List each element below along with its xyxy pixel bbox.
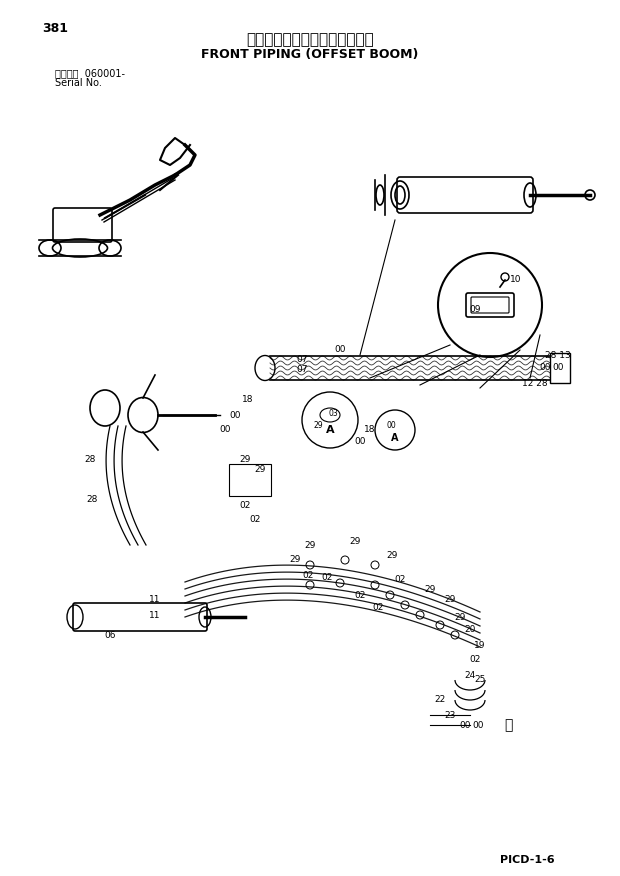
Circle shape (371, 581, 379, 589)
Text: 22: 22 (435, 696, 446, 704)
Circle shape (306, 581, 314, 589)
Text: 29: 29 (313, 420, 323, 429)
Circle shape (306, 561, 314, 569)
Text: 02: 02 (469, 655, 481, 665)
Text: 29: 29 (386, 550, 397, 560)
Text: Serial No.: Serial No. (55, 78, 102, 88)
Text: 20: 20 (464, 625, 476, 634)
Text: 18: 18 (365, 426, 376, 434)
Text: 10: 10 (510, 274, 521, 284)
Text: 03: 03 (328, 409, 338, 419)
Text: 29: 29 (454, 613, 466, 623)
Text: 02: 02 (303, 570, 314, 580)
Circle shape (501, 273, 509, 281)
Circle shape (436, 621, 444, 629)
Text: 29: 29 (424, 585, 436, 595)
Text: 00: 00 (386, 421, 396, 430)
Text: 23: 23 (445, 710, 456, 719)
Text: 28 13: 28 13 (545, 350, 571, 359)
Text: 11: 11 (149, 611, 161, 619)
Text: 適用号機  060001-: 適用号機 060001- (55, 68, 125, 78)
Text: 07: 07 (296, 365, 308, 375)
Text: 29: 29 (445, 596, 456, 604)
Text: 29: 29 (290, 555, 301, 564)
Text: 00: 00 (219, 426, 231, 434)
Text: 28: 28 (86, 496, 98, 505)
Text: A: A (326, 425, 334, 435)
Text: 00: 00 (539, 364, 551, 372)
Circle shape (416, 611, 424, 619)
Text: 28: 28 (84, 456, 95, 464)
Text: 24: 24 (464, 670, 476, 680)
Text: 29: 29 (349, 538, 361, 547)
Text: フロント配管（側溝掘ブーム）: フロント配管（側溝掘ブーム） (246, 32, 374, 47)
Text: 09: 09 (469, 306, 481, 314)
Text: Ⓦ: Ⓦ (504, 718, 512, 732)
Circle shape (451, 631, 459, 639)
Text: 00: 00 (229, 411, 241, 420)
Text: 02: 02 (394, 576, 405, 584)
Text: 02: 02 (354, 590, 366, 599)
Text: A: A (391, 433, 399, 443)
Text: 19: 19 (474, 640, 485, 649)
Text: 07: 07 (296, 356, 308, 364)
Text: 381: 381 (42, 22, 68, 35)
Text: 00: 00 (354, 437, 366, 447)
Text: 02: 02 (249, 515, 260, 525)
Text: 29: 29 (304, 540, 316, 549)
Text: 02: 02 (373, 603, 384, 611)
Text: 00: 00 (472, 720, 484, 730)
Text: 02: 02 (321, 574, 333, 583)
Circle shape (336, 579, 344, 587)
Text: FRONT PIPING (OFFSET BOOM): FRONT PIPING (OFFSET BOOM) (202, 48, 418, 61)
Text: 11: 11 (149, 596, 161, 604)
Text: 29: 29 (254, 465, 266, 475)
Text: 00: 00 (552, 364, 564, 372)
Text: 06: 06 (104, 631, 116, 639)
Circle shape (386, 591, 394, 599)
Text: 25: 25 (474, 675, 485, 684)
Text: 12 28: 12 28 (522, 378, 548, 387)
Text: 29: 29 (239, 456, 250, 464)
Circle shape (401, 601, 409, 609)
Circle shape (371, 561, 379, 569)
Text: 02: 02 (239, 500, 250, 510)
Circle shape (341, 556, 349, 564)
Text: 00: 00 (459, 720, 471, 730)
Text: 00: 00 (334, 345, 346, 355)
Text: PICD-1-6: PICD-1-6 (500, 855, 555, 865)
Text: 18: 18 (242, 395, 254, 405)
